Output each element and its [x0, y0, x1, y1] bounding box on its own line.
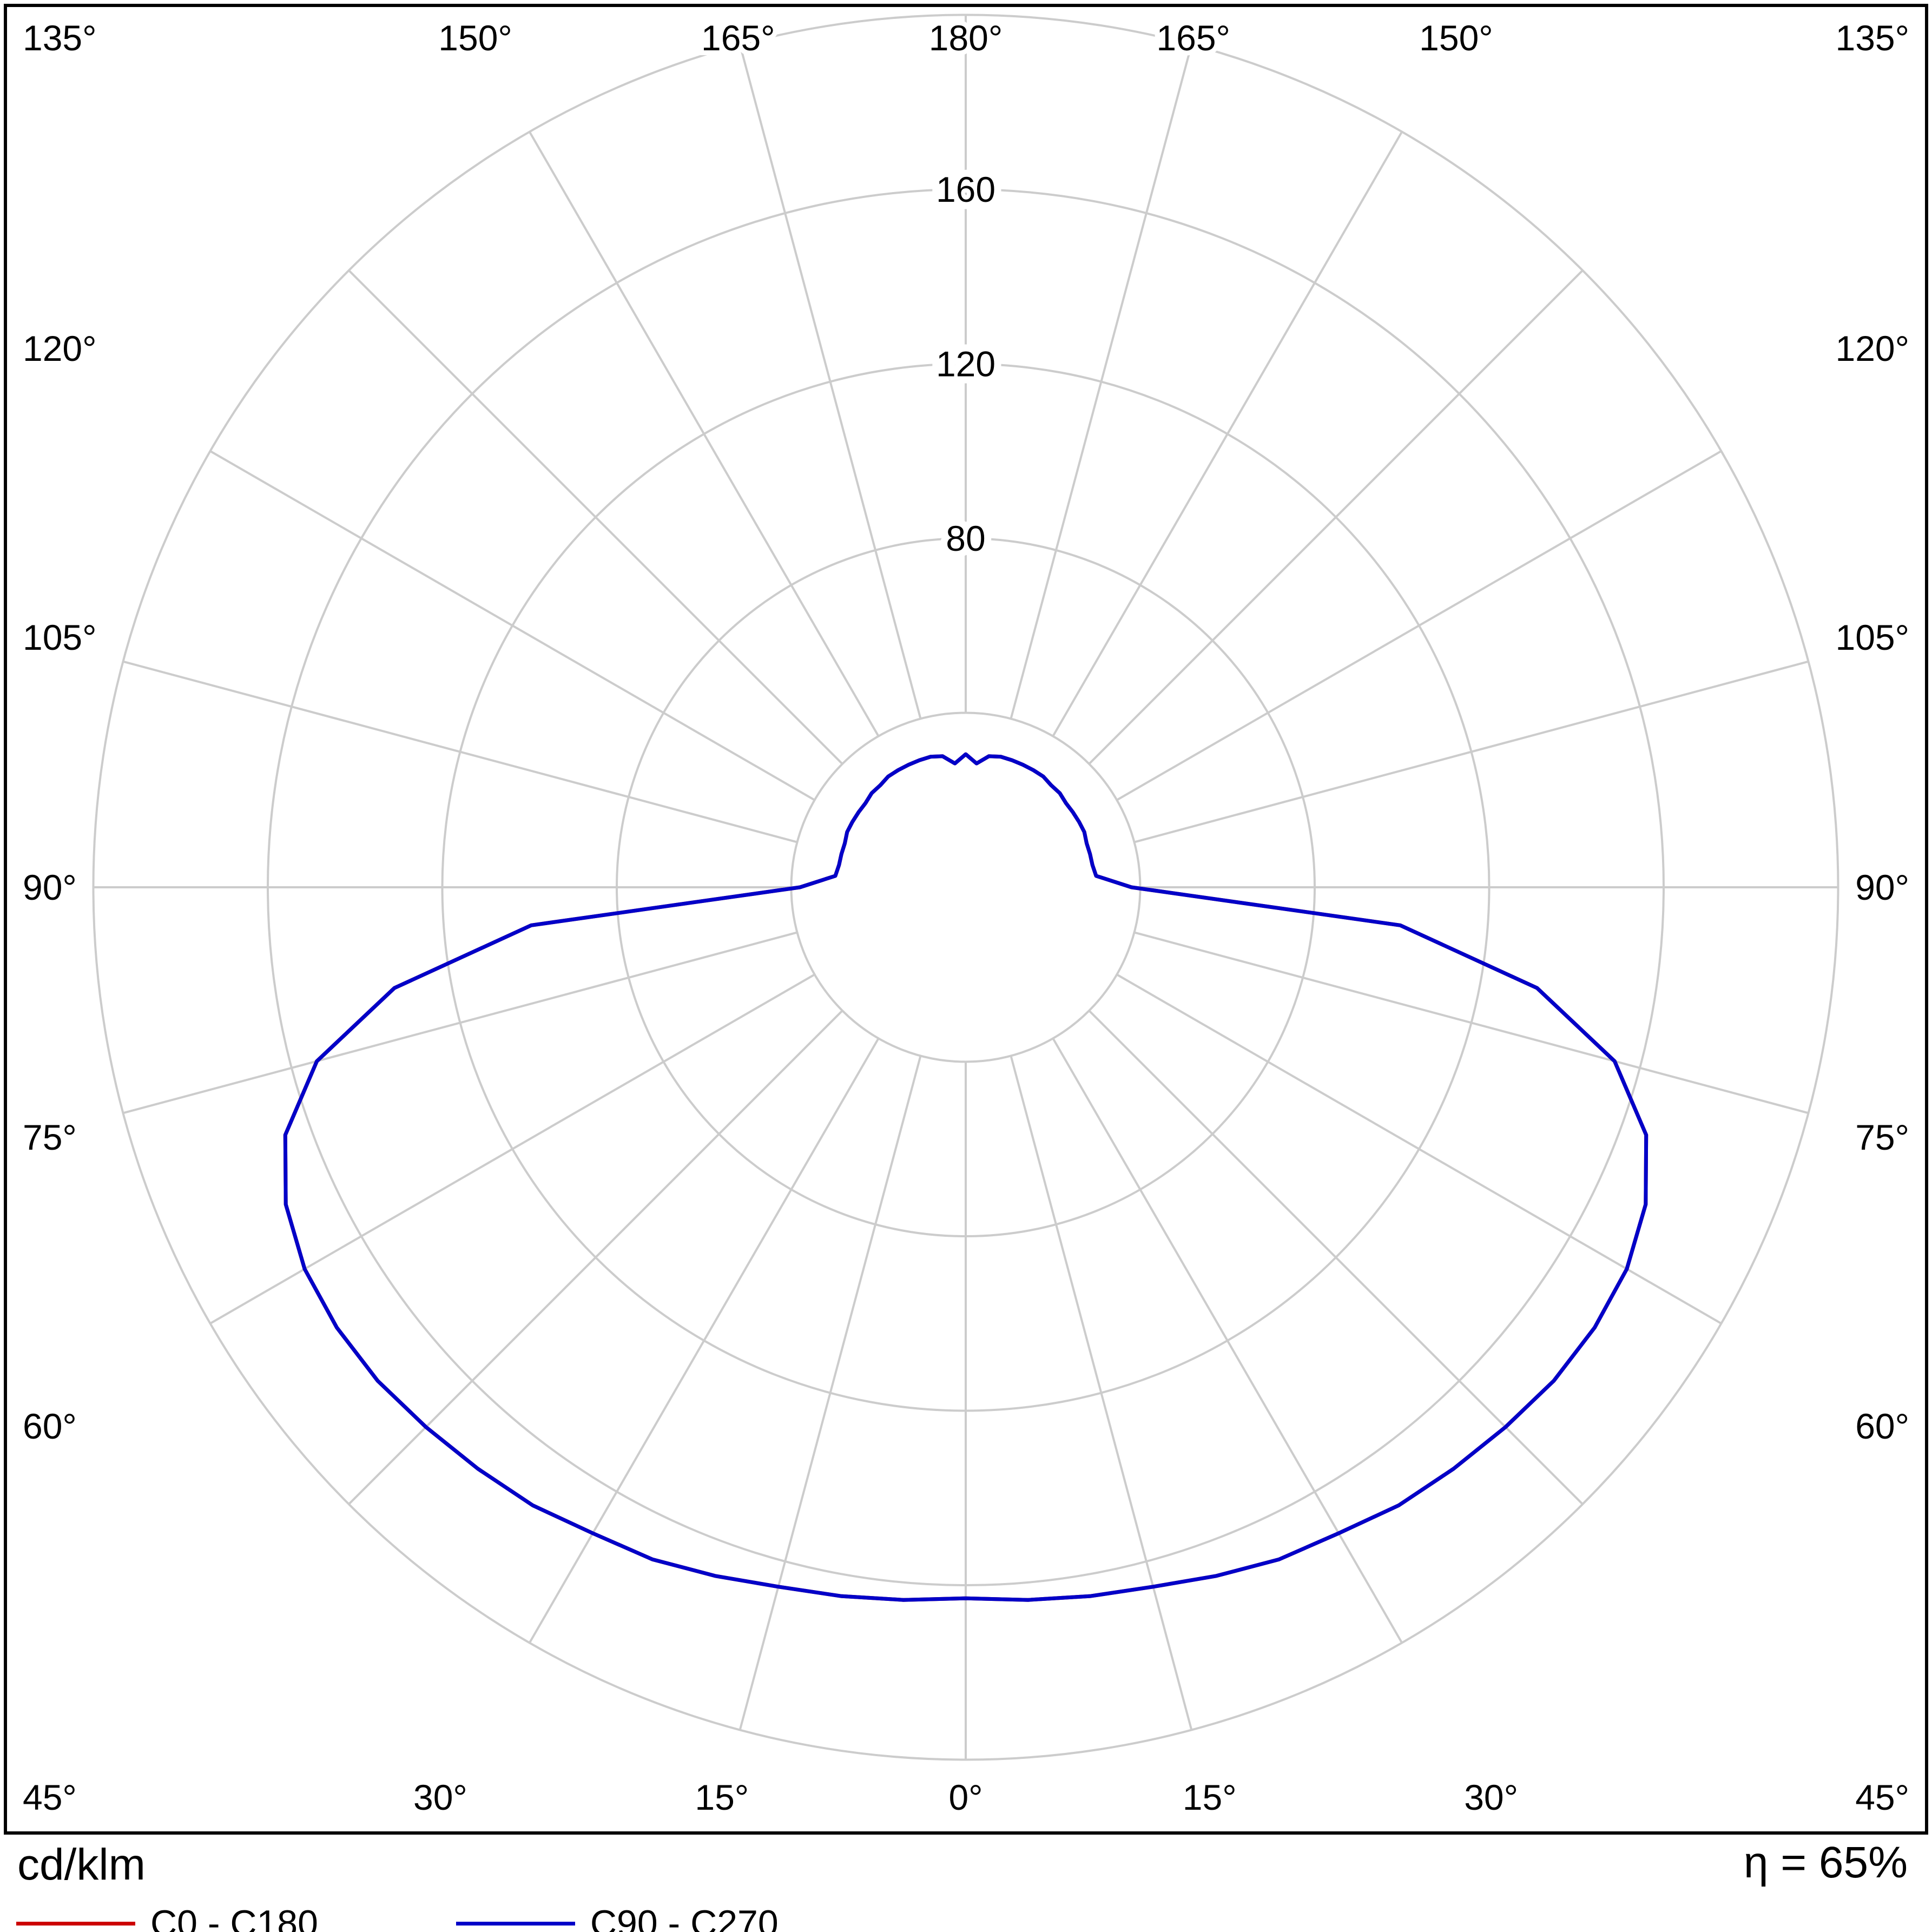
- angle-label: 180°: [929, 18, 1003, 58]
- grid-spoke: [529, 131, 880, 737]
- plot-border: [4, 4, 1928, 1835]
- radial-tick-label: 120: [936, 344, 995, 384]
- legend-label-c90-c270: C90 - C270: [590, 1903, 779, 1932]
- grid-spoke: [1133, 931, 1809, 1115]
- grid-spoke: [738, 44, 922, 720]
- angle-label: 135°: [1835, 18, 1909, 58]
- angle-label: 150°: [1419, 18, 1493, 58]
- grid-spoke: [1010, 1055, 1193, 1731]
- angle-label: 165°: [701, 18, 775, 58]
- grid-spoke: [738, 1055, 922, 1731]
- legend-line-red-icon: [16, 1921, 135, 1926]
- angle-label: 105°: [1835, 617, 1909, 657]
- radial-tick-label: 160: [936, 169, 995, 209]
- grid-spoke: [209, 450, 815, 801]
- grid-spoke: [1088, 1010, 1584, 1505]
- legend-item-c0-c180: C0 - C180: [16, 1902, 318, 1932]
- efficiency-label: η = 65%: [1743, 1838, 1908, 1887]
- polar-chart-svg: 80 120 160 135° 150° 165° 180° 165° 150° 135° 45° 3…: [4, 4, 1928, 1835]
- angle-label: 60°: [1855, 1406, 1909, 1446]
- angle-label: 0°: [948, 1777, 983, 1817]
- angle-label: 30°: [1464, 1777, 1518, 1817]
- series-curve-1: [283, 752, 1649, 1602]
- angle-label: 135°: [23, 18, 97, 58]
- grid-spoke: [209, 973, 815, 1324]
- grid-spoke: [122, 931, 798, 1115]
- angle-label: 90°: [23, 867, 77, 907]
- angle-label: 45°: [1855, 1777, 1909, 1817]
- angle-label: 90°: [1855, 867, 1909, 907]
- angle-label: 75°: [1855, 1117, 1909, 1157]
- grid-spoke: [348, 1010, 843, 1505]
- legend-label-c0-c180: C0 - C180: [150, 1903, 318, 1932]
- grid-spoke: [122, 660, 798, 843]
- angle-label: 75°: [23, 1117, 77, 1157]
- angle-label: 45°: [23, 1777, 77, 1817]
- angle-label: 165°: [1156, 18, 1230, 58]
- grid-spoke: [348, 269, 843, 765]
- radial-unit-label: cd/klm: [17, 1840, 146, 1889]
- angle-label: 120°: [1835, 328, 1909, 368]
- grid-spoke: [1052, 131, 1403, 737]
- angle-label: 120°: [23, 328, 97, 368]
- angle-label: 105°: [23, 617, 97, 657]
- legend: C0 - C180 C90 - C270: [16, 1902, 779, 1932]
- grid-spoke: [1088, 269, 1584, 765]
- legend-line-blue-icon: [456, 1921, 575, 1926]
- angle-label: 150°: [438, 18, 512, 58]
- grid-spoke: [1052, 1038, 1403, 1644]
- grid-spoke: [529, 1038, 880, 1644]
- grid-spoke: [1116, 973, 1722, 1324]
- angle-label: 15°: [695, 1777, 749, 1817]
- angle-label: 60°: [23, 1406, 77, 1446]
- radial-tick-label: 80: [946, 518, 985, 558]
- grid-circle: [790, 711, 1142, 1063]
- grid-spoke: [1116, 450, 1722, 801]
- angle-label: 15°: [1183, 1777, 1237, 1817]
- grid-spoke: [1010, 44, 1193, 720]
- legend-item-c90-c270: C90 - C270: [456, 1902, 779, 1932]
- grid-spoke: [1133, 660, 1809, 843]
- angle-label: 30°: [413, 1777, 467, 1817]
